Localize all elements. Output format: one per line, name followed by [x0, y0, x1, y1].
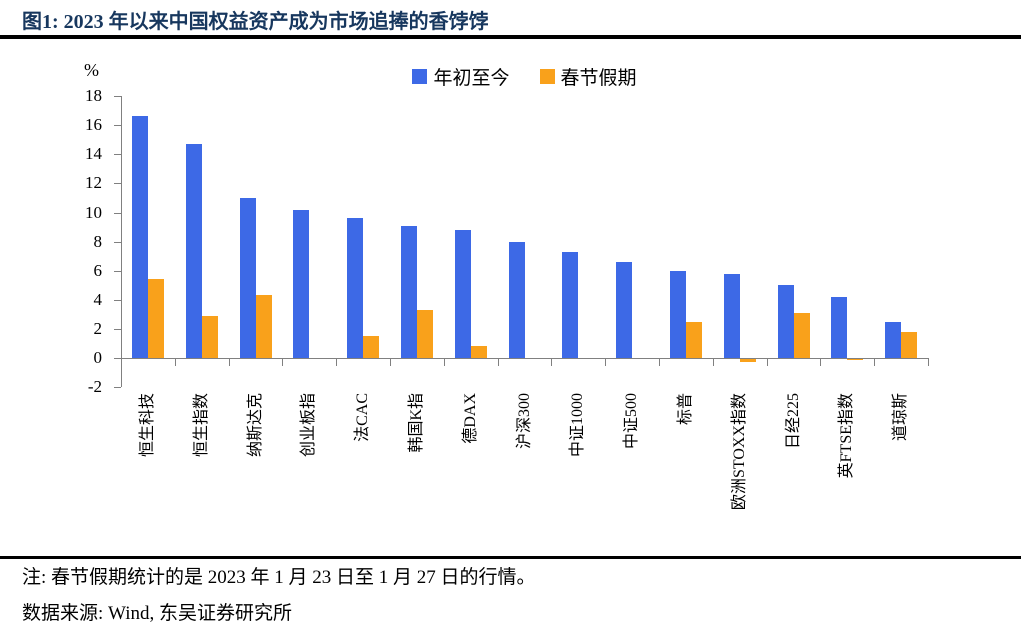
- bar-segment: [508, 241, 525, 358]
- bar-segment: [901, 331, 918, 358]
- x-tick: [174, 358, 176, 366]
- x-tick: [874, 358, 876, 366]
- category-label: 英FTSE指数: [838, 393, 856, 479]
- x-tick: [443, 358, 445, 366]
- bar-segment: [831, 296, 848, 358]
- bar-segment: [885, 321, 902, 358]
- category-label: 韩国K指: [407, 393, 425, 453]
- category-label: 德DAX: [461, 393, 479, 444]
- category-label: 创业板指: [300, 393, 318, 458]
- y-tick-label: 10: [85, 202, 102, 222]
- x-tick: [390, 358, 391, 366]
- y-tick: [114, 387, 121, 389]
- bar-segment: [147, 279, 164, 358]
- bar-segment: [847, 359, 864, 361]
- legend-label: 年初至今: [433, 68, 510, 89]
- y-tick-label: 0: [93, 348, 103, 367]
- x-tick: [820, 358, 822, 366]
- chart-note: 注: 春节假期统计的是 2023 年 1 月 23 日至 1 月 27 日的行情…: [22, 567, 536, 588]
- x-tick: [497, 358, 499, 366]
- y-tick: [114, 328, 121, 330]
- bar-segment: [131, 116, 148, 358]
- x-axis-line: [121, 358, 928, 359]
- bar-segment: [255, 295, 272, 358]
- category-label: 日经225: [784, 393, 802, 450]
- x-tick: [228, 358, 230, 366]
- legend-swatch: [412, 69, 428, 84]
- x-tick: [766, 358, 768, 366]
- category-label: 法CAC: [354, 393, 372, 442]
- figure-title: 图1: 2023 年以来中国权益资产成为市场追捧的香饽饽: [22, 11, 489, 33]
- bar-segment: [239, 197, 256, 358]
- y-tick: [114, 299, 121, 301]
- title-rule: [0, 35, 1021, 39]
- bar-segment: [616, 261, 633, 358]
- y-tick-label: 8: [93, 231, 103, 251]
- y-tick: [114, 241, 121, 243]
- x-tick: [336, 358, 338, 366]
- bar-segment: [185, 144, 202, 358]
- bar-segment: [454, 229, 471, 358]
- y-tick-label: 14: [85, 144, 102, 164]
- legend-item: 年初至今: [412, 63, 510, 90]
- bar-segment: [201, 315, 218, 358]
- category-label: 中证1000: [569, 393, 587, 458]
- y-tick-label: 6: [93, 260, 103, 280]
- x-tick: [928, 358, 929, 366]
- y-axis-line: [121, 96, 122, 388]
- bar-segment: [293, 209, 310, 358]
- divider-rule: [0, 556, 1021, 559]
- x-tick: [712, 358, 714, 366]
- bar-segment: [777, 285, 794, 358]
- bar-segment: [739, 359, 756, 362]
- bar-segment: [470, 346, 487, 358]
- y-tick-label: 2: [93, 318, 103, 338]
- x-tick: [551, 358, 553, 366]
- y-tick: [114, 125, 121, 127]
- category-label: 标普: [676, 393, 694, 426]
- data-source: 数据来源: Wind, 东吴证券研究所: [22, 603, 292, 624]
- category-label: 道琼斯: [892, 393, 910, 442]
- y-tick: [114, 96, 121, 98]
- y-tick: [114, 154, 121, 156]
- category-label: 中证500: [623, 393, 641, 450]
- x-tick: [659, 358, 660, 366]
- legend-item: 春节假期: [539, 63, 637, 90]
- category-label: 欧洲STOXX指数: [730, 393, 748, 511]
- legend: 年初至今 春节假期: [121, 63, 928, 90]
- y-axis-unit-label: %: [84, 60, 99, 80]
- category-label: 恒生科技: [138, 393, 156, 458]
- bar-segment: [416, 309, 433, 358]
- category-label: 恒生指数: [192, 393, 210, 458]
- bar-segment: [669, 270, 686, 358]
- bar-segment: [685, 321, 702, 358]
- y-tick-label: 18: [85, 86, 102, 106]
- y-tick: [114, 183, 121, 185]
- y-tick: [114, 212, 121, 214]
- legend-swatch: [539, 69, 555, 84]
- bar-segment: [400, 225, 417, 358]
- bar-segment: [562, 251, 579, 358]
- category-label: 纳斯达克: [246, 393, 264, 458]
- y-tick-label: -2: [87, 377, 102, 397]
- x-tick: [605, 358, 607, 366]
- bar-segment: [793, 312, 810, 358]
- x-tick: [282, 358, 284, 366]
- legend-label: 春节假期: [560, 68, 637, 89]
- y-tick-label: 12: [85, 173, 102, 193]
- y-tick: [114, 358, 121, 359]
- category-label: 沪深300: [515, 393, 533, 450]
- y-tick-label: 16: [85, 115, 102, 135]
- y-tick-label: 4: [93, 289, 103, 309]
- bar-segment: [347, 218, 364, 358]
- x-tick: [121, 358, 122, 366]
- y-tick: [114, 270, 121, 272]
- bar-segment: [363, 336, 380, 358]
- bar-segment: [723, 273, 740, 358]
